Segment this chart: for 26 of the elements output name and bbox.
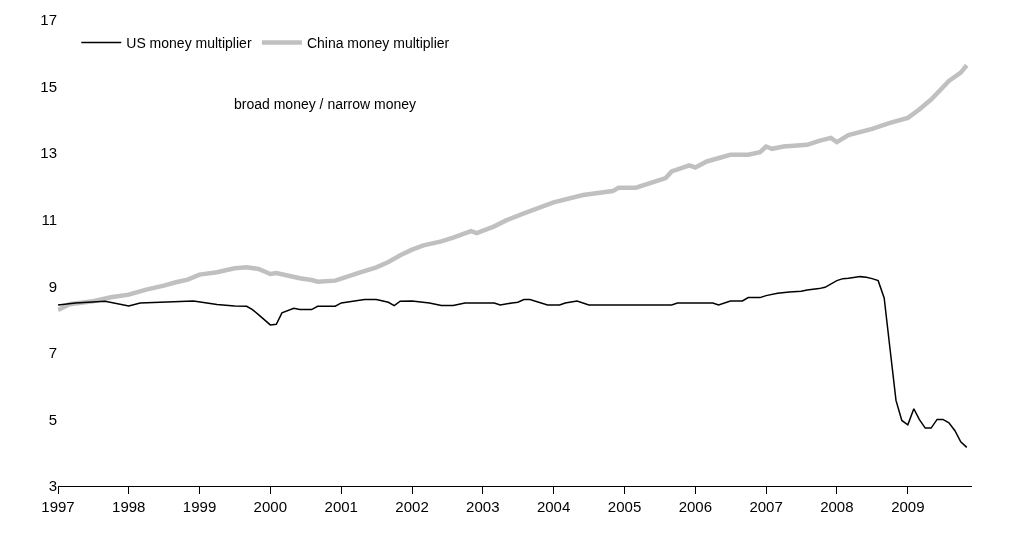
- y-tick-label: 5: [48, 410, 57, 428]
- x-tick-label: 1997: [41, 498, 75, 516]
- x-tick-label: 2002: [395, 498, 429, 516]
- x-tick-label: 2006: [678, 498, 713, 516]
- x-tick-label: 2004: [536, 498, 571, 516]
- x-tick-label: 1998: [112, 498, 146, 516]
- y-tick-label: 3: [48, 477, 57, 495]
- x-tick-label: 2008: [820, 498, 854, 516]
- x-tick-label: 2007: [749, 498, 783, 516]
- line-series: [58, 275, 968, 449]
- y-tick-label: 9: [48, 277, 57, 295]
- y-tick-label: 13: [40, 144, 57, 162]
- x-tick-label: 2003: [466, 498, 500, 516]
- line-series: [58, 63, 970, 313]
- y-tick-label: 15: [40, 77, 57, 95]
- y-tick-label: 7: [48, 344, 57, 362]
- x-tick-label: 1999: [182, 498, 217, 516]
- legend-label: China money multiplier: [306, 35, 450, 52]
- x-tick-label: 2005: [607, 498, 642, 516]
- legend-label: US money multiplier: [126, 35, 252, 52]
- y-tick-label: 17: [40, 11, 57, 29]
- x-tick-label: 2001: [324, 498, 358, 516]
- x-tick-label: 2009: [891, 498, 925, 516]
- annotation: broad money / narrow money: [234, 96, 417, 112]
- x-tick-label: 2000: [253, 498, 287, 516]
- y-tick-label: 11: [41, 210, 57, 228]
